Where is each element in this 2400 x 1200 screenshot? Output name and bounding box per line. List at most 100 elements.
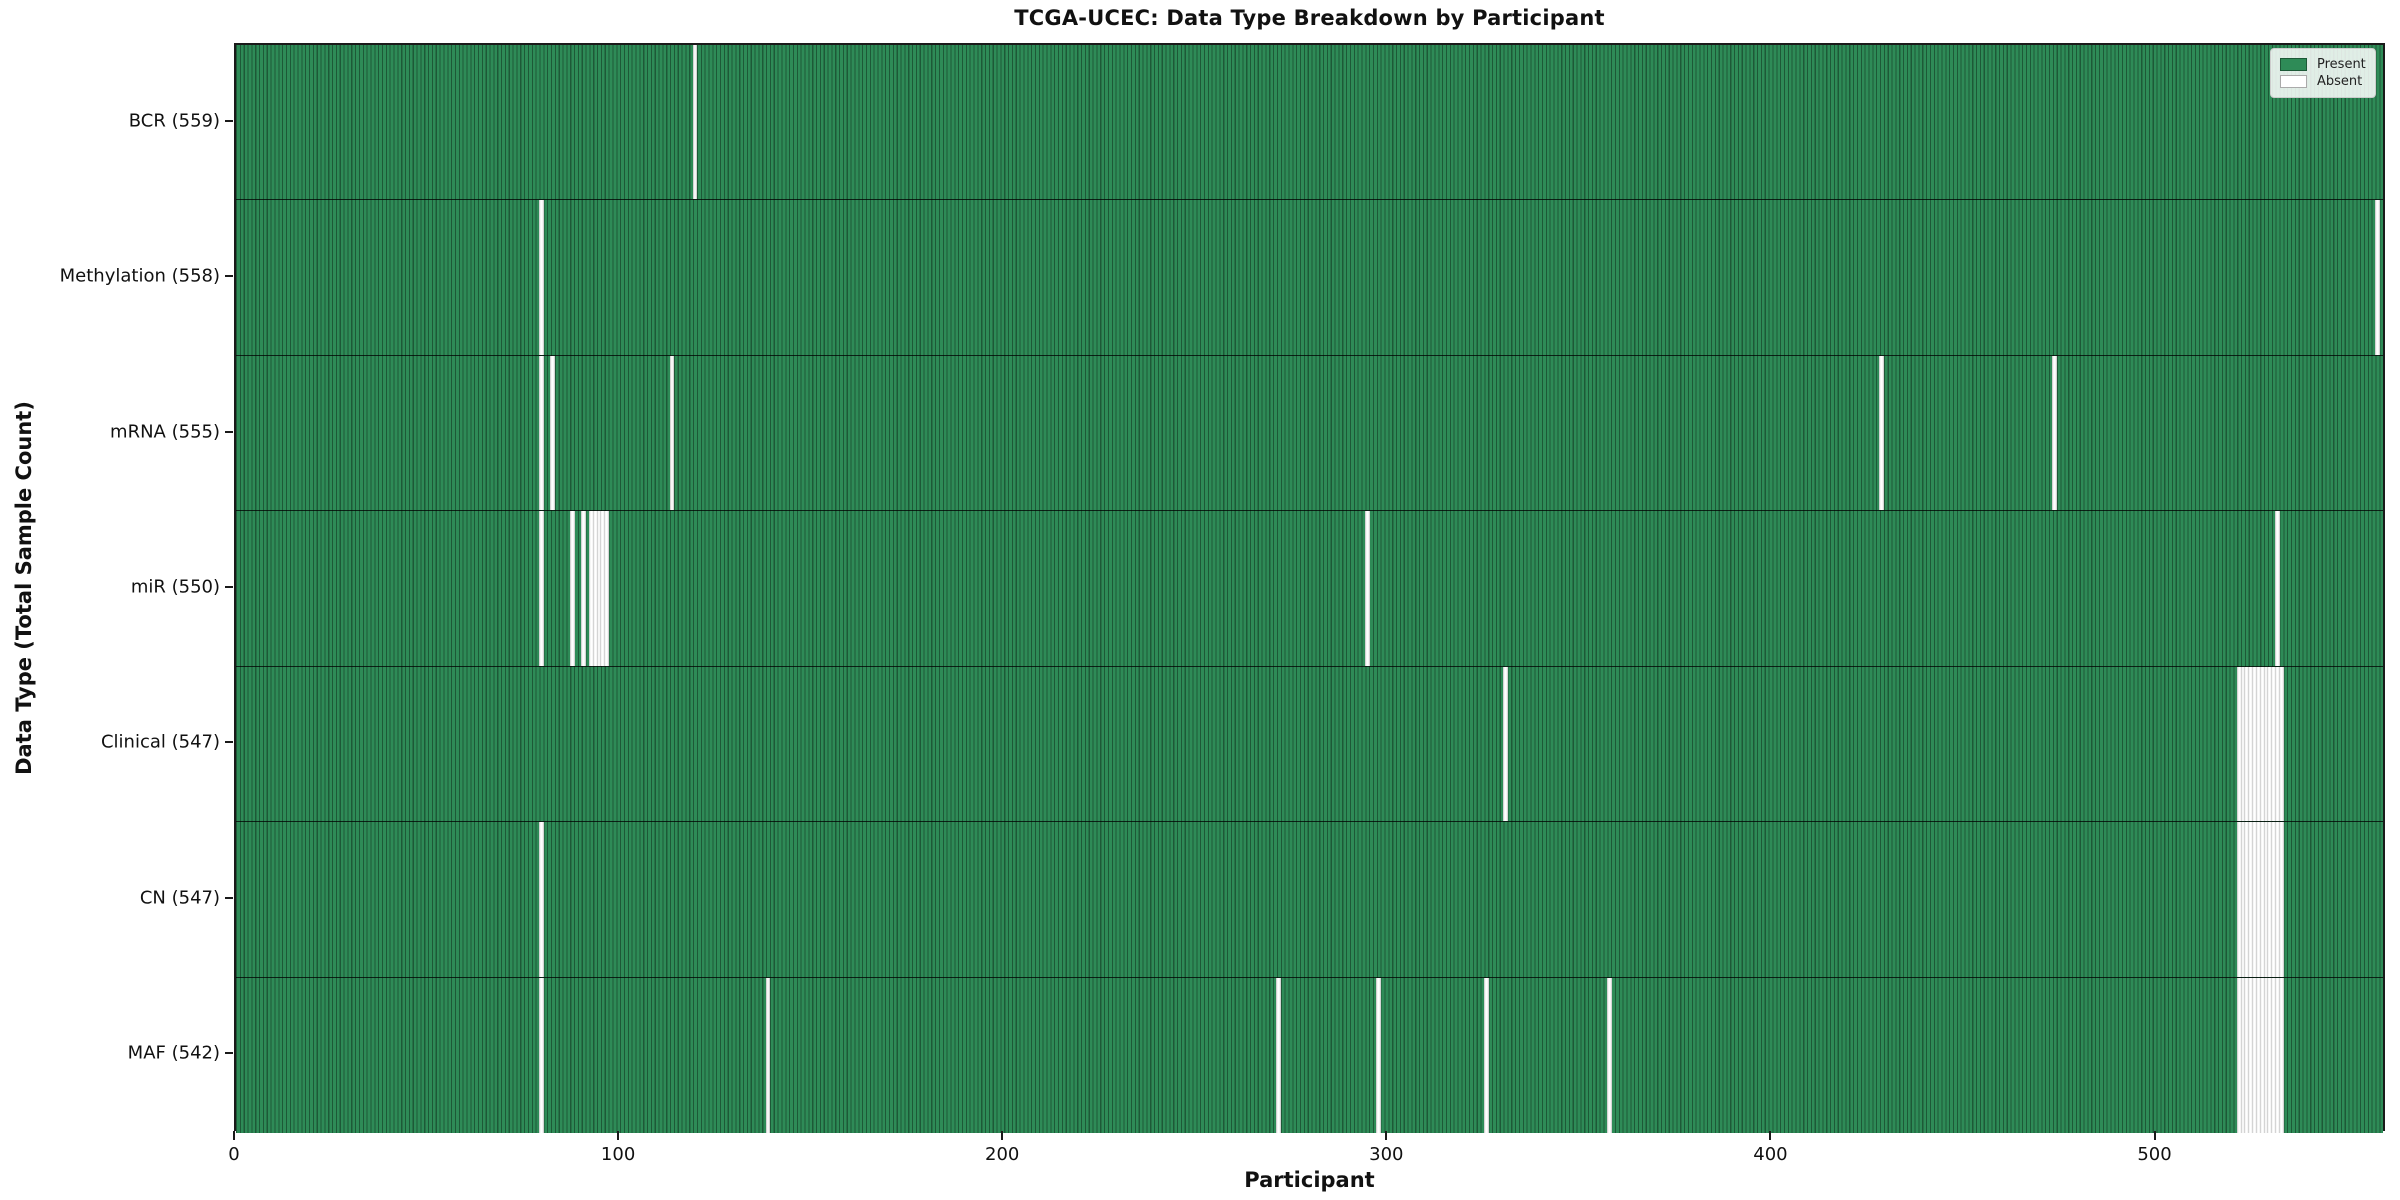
absent-gap bbox=[2271, 666, 2277, 822]
y-tick-mark bbox=[225, 430, 233, 433]
absent-gap bbox=[550, 355, 556, 511]
absent-gap bbox=[2275, 977, 2280, 1133]
y-tick-mark bbox=[225, 896, 233, 899]
absent-gap bbox=[538, 511, 544, 666]
absent-gap bbox=[1879, 355, 1885, 511]
x-tick-label: 500 bbox=[2137, 1144, 2172, 1165]
x-tick-mark bbox=[2153, 1131, 2156, 1140]
absent-gap bbox=[2271, 977, 2277, 1133]
heatmap-row-Clinical bbox=[236, 666, 2383, 823]
legend-entry-present: Present bbox=[2280, 57, 2366, 72]
absent-gap bbox=[1364, 511, 1370, 666]
x-tick-label: 300 bbox=[1369, 1144, 1404, 1165]
heatmap-row-MAF bbox=[236, 977, 2383, 1133]
absent-gap bbox=[2248, 977, 2254, 1133]
absent-swatch bbox=[2280, 75, 2307, 88]
y-tick-mark bbox=[225, 119, 233, 122]
absent-gap bbox=[2263, 822, 2269, 977]
absent-gap bbox=[2052, 355, 2058, 511]
absent-gap bbox=[569, 511, 575, 666]
absent-gap bbox=[2259, 666, 2265, 822]
absent-gap bbox=[538, 200, 544, 355]
y-tick-label-Clinical: Clinical (547) bbox=[100, 731, 220, 753]
x-tick-label: 400 bbox=[1753, 1144, 1788, 1165]
y-tick-label-miR: miR (550) bbox=[130, 576, 220, 598]
absent-gap bbox=[765, 977, 771, 1133]
absent-gap bbox=[2240, 822, 2246, 977]
y-tick-label-mRNA: mRNA (555) bbox=[110, 421, 220, 443]
absent-gap bbox=[2259, 977, 2265, 1133]
absent-gap bbox=[2236, 666, 2242, 822]
x-tick-mark bbox=[1001, 1131, 1004, 1140]
y-tick-label-BCR: BCR (559) bbox=[128, 110, 220, 132]
legend-present-label: Present bbox=[2317, 57, 2366, 72]
absent-gap bbox=[2263, 666, 2269, 822]
absent-gap bbox=[600, 511, 606, 666]
x-tick-label: 0 bbox=[228, 1144, 240, 1165]
absent-gap bbox=[1503, 666, 1508, 822]
absent-gap bbox=[2252, 977, 2257, 1133]
absent-gap bbox=[588, 511, 594, 666]
absent-gap bbox=[2267, 666, 2273, 822]
absent-gap bbox=[596, 511, 602, 666]
x-tick-label: 200 bbox=[985, 1144, 1020, 1165]
heatmap-row-mRNA bbox=[236, 355, 2383, 512]
heatmap-row-Methylation bbox=[236, 200, 2383, 356]
absent-gap bbox=[2271, 822, 2277, 977]
absent-gap bbox=[669, 355, 675, 511]
absent-gap bbox=[2244, 666, 2250, 822]
absent-gap bbox=[2275, 511, 2280, 666]
legend: Present Absent bbox=[2270, 48, 2376, 98]
x-tick-mark bbox=[1385, 1131, 1388, 1140]
absent-gap bbox=[1483, 977, 1489, 1133]
x-tick-label: 100 bbox=[600, 1144, 636, 1165]
y-tick-mark bbox=[225, 741, 233, 744]
absent-gap bbox=[581, 511, 587, 666]
plot-area bbox=[234, 43, 2385, 1133]
absent-gap bbox=[2240, 666, 2246, 822]
absent-gap bbox=[538, 355, 544, 511]
y-tick-label-CN: CN (547) bbox=[139, 887, 220, 909]
legend-entry-absent: Absent bbox=[2280, 74, 2366, 89]
absent-gap bbox=[1376, 977, 1382, 1133]
absent-gap bbox=[2278, 822, 2284, 977]
absent-gap bbox=[604, 511, 610, 666]
absent-gap bbox=[692, 45, 698, 200]
y-tick-label-MAF: MAF (542) bbox=[127, 1042, 220, 1064]
y-tick-mark bbox=[225, 1052, 233, 1055]
absent-gap bbox=[2252, 666, 2257, 822]
absent-gap bbox=[2236, 977, 2242, 1133]
x-tick-mark bbox=[617, 1131, 620, 1140]
heatmap-row-BCR bbox=[236, 45, 2383, 201]
absent-gap bbox=[2244, 977, 2250, 1133]
x-tick-mark bbox=[233, 1131, 235, 1140]
absent-gap bbox=[2255, 977, 2261, 1133]
absent-gap bbox=[538, 977, 544, 1133]
x-axis-label: Participant bbox=[1244, 1168, 1375, 1192]
absent-gap bbox=[2278, 977, 2284, 1133]
x-tick-mark bbox=[1769, 1131, 1772, 1140]
absent-gap bbox=[2275, 666, 2280, 822]
absent-gap bbox=[2252, 822, 2257, 977]
legend-absent-label: Absent bbox=[2317, 74, 2363, 89]
y-tick-mark bbox=[225, 275, 233, 278]
absent-gap bbox=[2248, 822, 2254, 977]
absent-gap bbox=[1276, 977, 1282, 1133]
y-tick-mark bbox=[225, 586, 233, 588]
y-tick-label-Methylation: Methylation (558) bbox=[59, 265, 220, 287]
heatmap-row-miR bbox=[236, 511, 2383, 667]
absent-gap bbox=[592, 511, 598, 666]
chart-title: TCGA-UCEC: Data Type Breakdown by Partic… bbox=[1014, 6, 1605, 30]
absent-gap bbox=[2374, 200, 2380, 355]
absent-gap bbox=[2244, 822, 2250, 977]
heatmap-row-CN bbox=[236, 822, 2383, 978]
absent-gap bbox=[1606, 977, 1612, 1133]
absent-gap bbox=[2275, 822, 2280, 977]
absent-gap bbox=[2267, 977, 2273, 1133]
absent-gap bbox=[2236, 822, 2242, 977]
absent-gap bbox=[2278, 666, 2284, 822]
present-swatch bbox=[2280, 58, 2307, 71]
absent-gap bbox=[538, 822, 544, 977]
absent-gap bbox=[2255, 822, 2261, 977]
